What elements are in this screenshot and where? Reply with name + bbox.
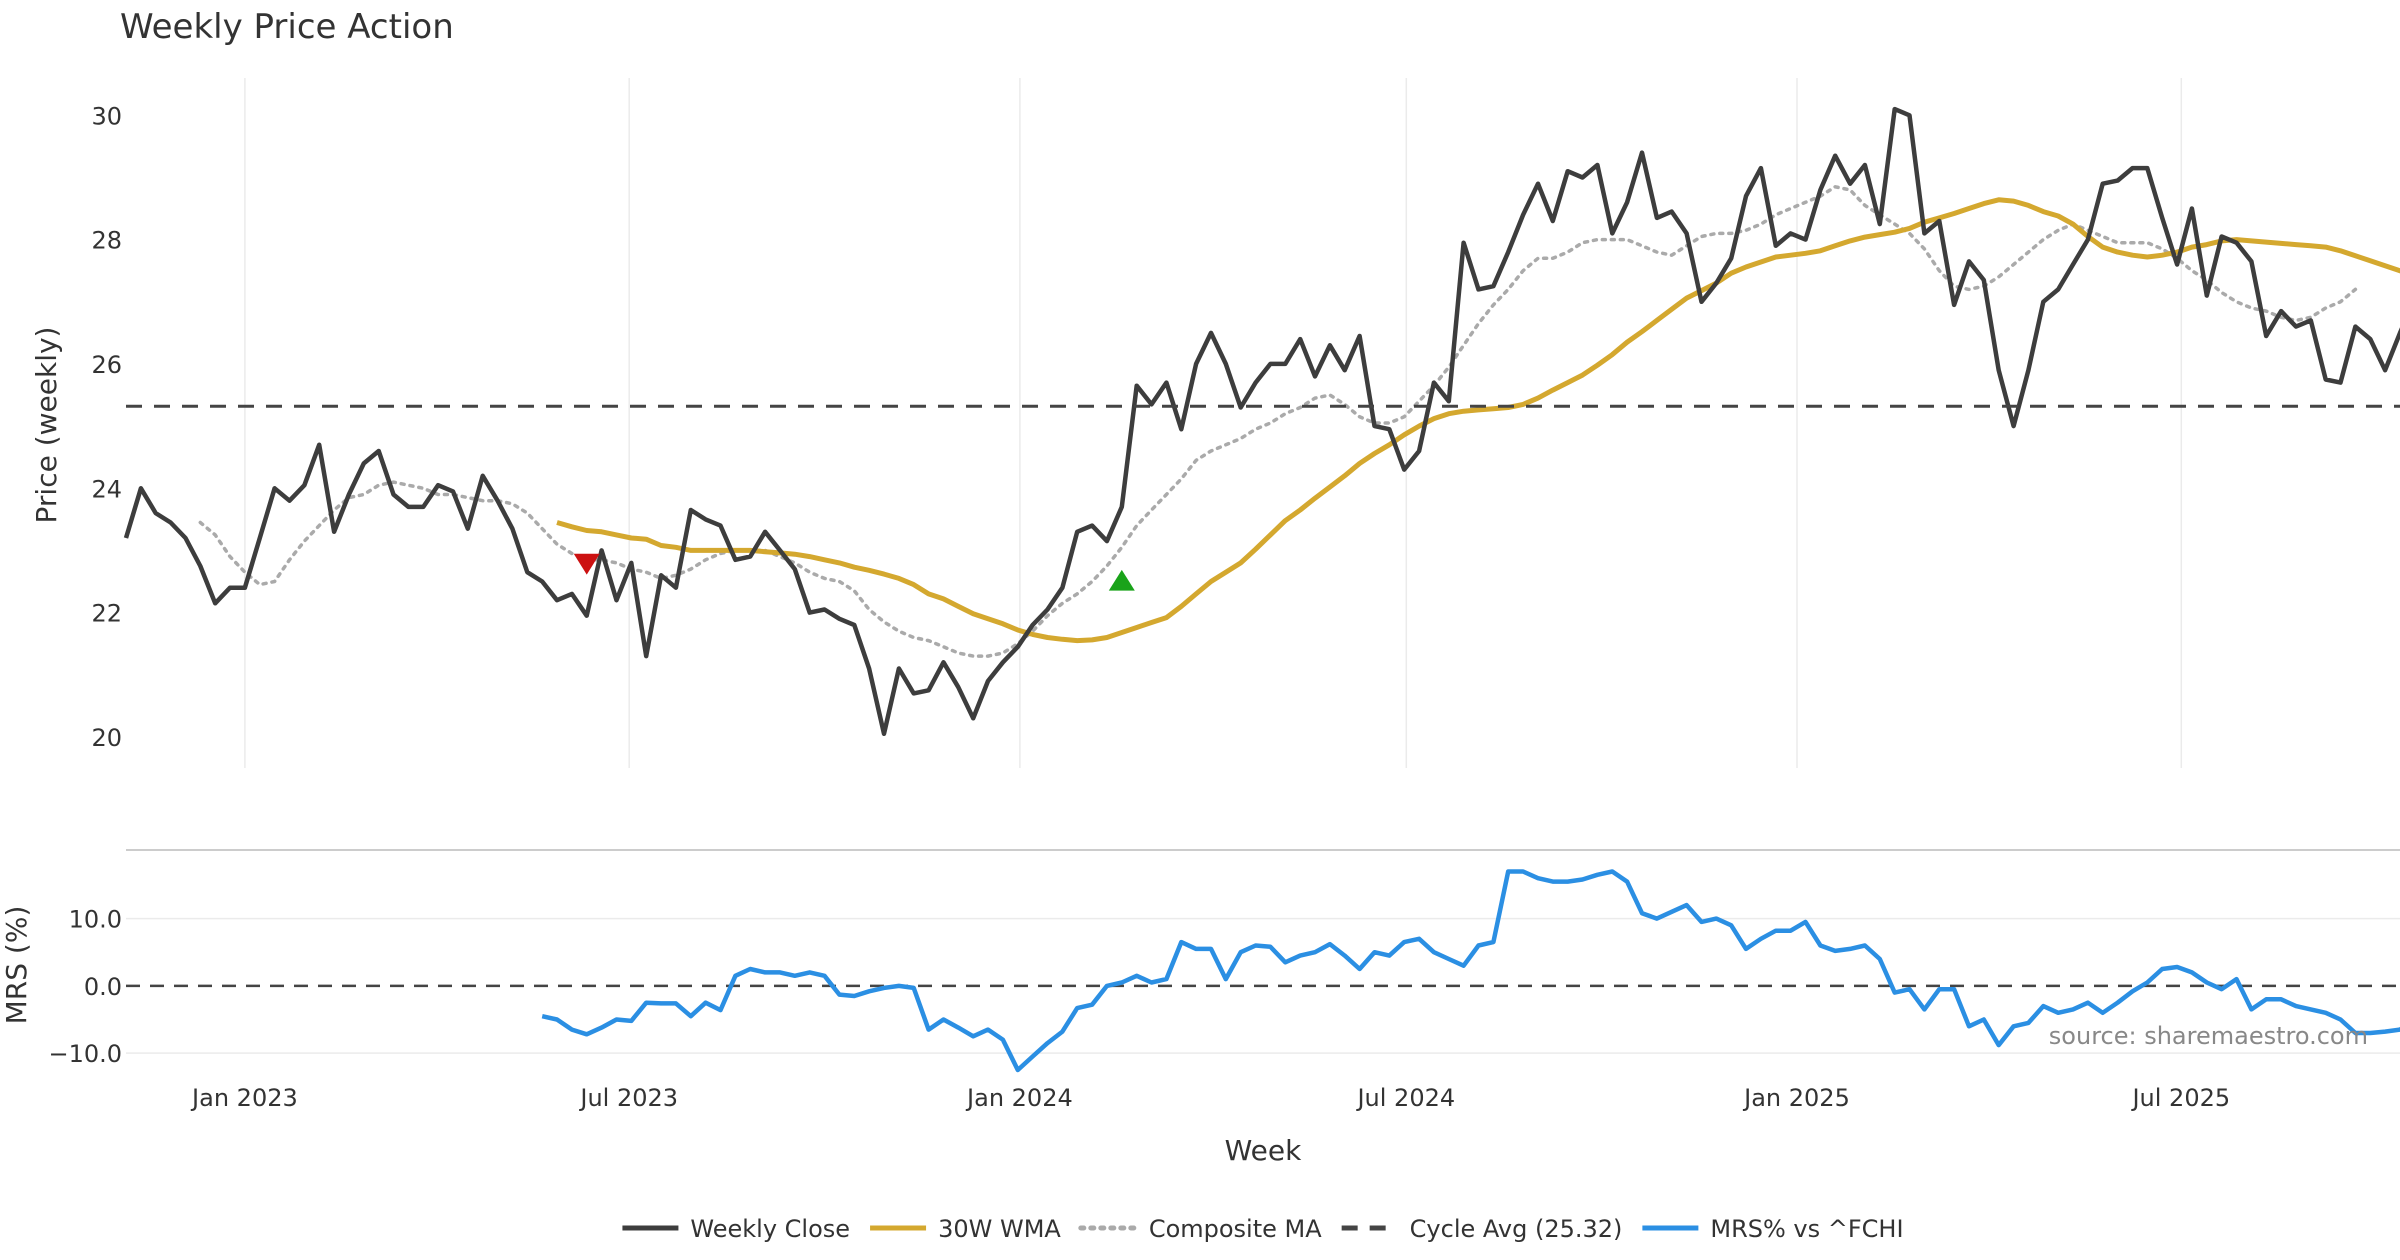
x-tick-2: Jan 2024 xyxy=(965,1084,1073,1112)
x-tick-0: Jan 2023 xyxy=(190,1084,298,1112)
source-annotation: source: sharemaestro.com xyxy=(2049,1022,2368,1050)
price-y-tick-5: 30 xyxy=(91,102,122,130)
x-tick-5: Jul 2025 xyxy=(2130,1084,2230,1112)
mrs-series xyxy=(126,869,2400,1073)
legend-label-1: 30W WMA xyxy=(938,1215,1061,1243)
x-axis-label: Week xyxy=(1225,1134,1302,1167)
price-y-axis-label: Price (weekly) xyxy=(30,327,63,524)
legend-item-3: Cycle Avg (25.32) xyxy=(1341,1215,1623,1243)
chart-title: Weekly Price Action xyxy=(120,7,454,47)
price-series xyxy=(123,106,2400,737)
x-tick-1: Jul 2023 xyxy=(578,1084,678,1112)
x-tick-3: Jul 2024 xyxy=(1355,1084,1455,1112)
mrs-y-tick-0: 10.0 xyxy=(69,906,122,934)
mrs-panel: 10.0 0.0 −10.0 MRS (%) source: sharemaestr… xyxy=(0,869,2400,1073)
price-y-tick-1: 22 xyxy=(91,600,122,628)
series-mrs-vs-fchi xyxy=(541,869,2400,1073)
legend-label-0: Weekly Close xyxy=(690,1215,850,1243)
mrs-grid xyxy=(126,917,2400,1054)
series-composite-ma xyxy=(198,185,2358,658)
marker-triangle-down-0 xyxy=(573,553,600,575)
mrs-y-tick-1: 0.0 xyxy=(84,973,122,1001)
price-y-tick-3: 26 xyxy=(91,351,122,379)
legend-item-2: Composite MA xyxy=(1078,1215,1322,1243)
legend-item-4: MRS% vs ^FCHI xyxy=(1642,1215,1904,1243)
marker-triangle-up-1 xyxy=(1108,569,1135,591)
x-axis-ticks: Jan 2023 Jul 2023 Jan 2024 Jul 2024 Jan 2025… xyxy=(190,1084,2230,1112)
mrs-y-ticks: 10.0 0.0 −10.0 xyxy=(48,906,122,1069)
legend-item-0: Weekly Close xyxy=(622,1215,850,1243)
series-weekly-close xyxy=(123,106,2400,737)
price-y-ticks: 20 22 24 26 28 30 xyxy=(91,102,122,752)
price-panel: 20 22 24 26 28 30 Price (weekly) xyxy=(30,78,2400,768)
mrs-y-axis-label: MRS (%) xyxy=(0,906,33,1025)
legend-label-3: Cycle Avg (25.32) xyxy=(1410,1215,1623,1243)
price-markers xyxy=(573,553,1135,591)
legend-label-2: Composite MA xyxy=(1149,1215,1322,1243)
mrs-y-tick-2: −10.0 xyxy=(48,1040,122,1068)
price-grid xyxy=(244,78,2183,768)
legend-item-1: 30W WMA xyxy=(870,1215,1061,1243)
x-tick-4: Jan 2025 xyxy=(1742,1084,1850,1112)
price-y-tick-0: 20 xyxy=(91,724,122,752)
price-y-tick-4: 28 xyxy=(91,227,122,255)
price-y-tick-2: 24 xyxy=(91,475,122,503)
legend-label-4: MRS% vs ^FCHI xyxy=(1710,1215,1903,1243)
legend: Weekly Close 30W WMA Composite MA Cycle Avg… xyxy=(622,1215,1904,1243)
series-30w-wma xyxy=(556,197,2400,644)
